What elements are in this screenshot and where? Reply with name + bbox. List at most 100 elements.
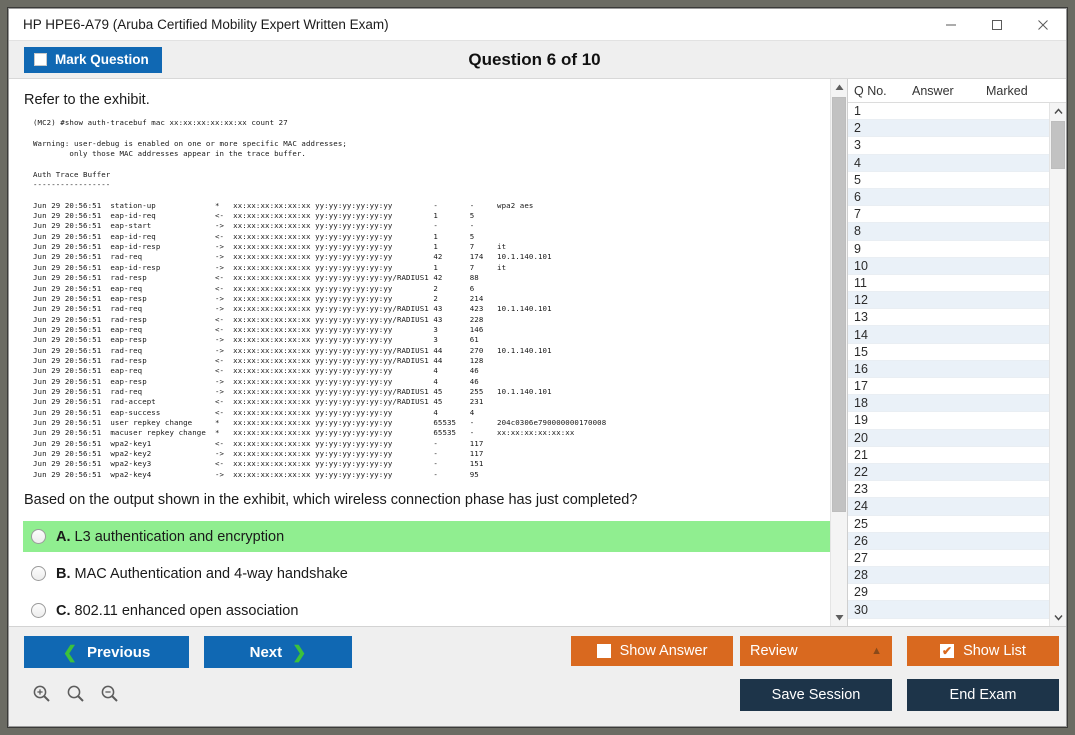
answer-option-c[interactable]: C. 802.11 enhanced open association (23, 595, 816, 626)
question-list-row[interactable]: 2 (848, 120, 1049, 138)
question-list-row[interactable]: 1 (848, 103, 1049, 121)
list-scroll-up-icon[interactable] (1050, 103, 1066, 120)
question-list-row[interactable]: 18 (848, 395, 1049, 413)
mark-question-checkbox-icon[interactable] (34, 53, 47, 66)
question-list-row[interactable]: 14 (848, 326, 1049, 344)
question-list-row-number: 3 (854, 138, 861, 153)
show-list-button[interactable]: ✔ Show List (907, 636, 1059, 666)
chevron-right-icon: ❯ (292, 642, 307, 662)
question-list-row[interactable]: 11 (848, 275, 1049, 293)
caret-up-icon[interactable]: ▲ (871, 645, 882, 657)
question-list-row[interactable]: 15 (848, 344, 1049, 361)
question-list-row[interactable]: 12 (848, 292, 1049, 310)
question-list-scrollbar[interactable] (1049, 103, 1066, 626)
end-exam-label: End Exam (949, 687, 1017, 703)
question-list-row[interactable]: 19 (848, 412, 1049, 430)
question-list-row-number: 11 (854, 275, 867, 290)
zoom-reset-icon[interactable] (63, 681, 87, 705)
answer-option-a[interactable]: A. L3 authentication and encryption (23, 521, 830, 553)
question-list-header: Q No. Answer Marked (848, 79, 1066, 103)
question-header-bar: Mark Question Question 6 of 10 (9, 41, 1066, 79)
question-list-row-number: 8 (854, 224, 861, 239)
question-list-row-number: 16 (854, 361, 868, 376)
question-pane: Refer to the exhibit. (MC2) #show auth-t… (9, 79, 848, 626)
question-list-row[interactable]: 25 (848, 516, 1049, 533)
question-list-row[interactable]: 29 (848, 584, 1049, 602)
close-icon[interactable] (1020, 9, 1066, 40)
review-dropdown-button[interactable]: Review ▲ (740, 636, 892, 666)
question-list-row-number: 2 (854, 121, 861, 136)
question-list-row[interactable]: 22 (848, 463, 1049, 482)
question-list-row[interactable]: 10 (848, 257, 1049, 275)
end-exam-button[interactable]: End Exam (907, 679, 1059, 711)
show-list-label: Show List (963, 643, 1026, 659)
next-button[interactable]: Next ❯ (204, 636, 352, 668)
radio-icon-b[interactable] (31, 566, 46, 582)
question-list-row-number: 7 (854, 207, 861, 222)
answer-option-a-letter: A. (56, 528, 71, 545)
question-list-row[interactable]: 4 (848, 154, 1049, 172)
question-list-row[interactable]: 9 (848, 241, 1049, 258)
question-list-row-number: 30 (854, 602, 868, 617)
radio-icon-a[interactable] (31, 529, 46, 545)
question-pane-scrollbar[interactable] (830, 79, 847, 626)
answer-option-a-text: L3 authentication and encryption (74, 528, 285, 545)
show-answer-button[interactable]: Show Answer (571, 636, 733, 666)
list-scroll-down-icon[interactable] (1050, 609, 1066, 626)
answer-option-c-letter: C. (56, 602, 71, 619)
question-list-row[interactable]: 28 (848, 567, 1049, 585)
question-pane-scroll-thumb[interactable] (832, 97, 846, 512)
minimize-icon[interactable] (928, 9, 974, 40)
question-list-row-number: 12 (854, 293, 868, 308)
question-list-row[interactable]: 24 (848, 498, 1049, 516)
previous-button-label: Previous (86, 643, 151, 661)
question-list-row-number: 14 (854, 327, 868, 342)
question-list-row[interactable]: 27 (848, 550, 1049, 568)
question-list-row[interactable]: 26 (848, 532, 1049, 550)
footer-toolbar: ❮ Previous Next ❯ Show Answer Review ▲ (9, 626, 1066, 726)
column-header-q-no: Q No. (854, 83, 887, 98)
question-list-row[interactable]: 7 (848, 206, 1049, 224)
question-list-row-number: 15 (854, 344, 868, 359)
zoom-in-icon[interactable] (29, 681, 53, 705)
answer-option-b[interactable]: B. MAC Authentication and 4-way handshak… (23, 558, 816, 589)
answer-option-b-label: B. MAC Authentication and 4-way handshak… (56, 566, 348, 582)
question-list-row-number: 23 (854, 482, 868, 497)
window-titlebar: HP HPE6-A79 (Aruba Certified Mobility Ex… (9, 9, 1066, 41)
question-list-row-number: 10 (854, 258, 868, 273)
question-list-row[interactable]: 16 (848, 360, 1049, 378)
question-list-row[interactable]: 6 (848, 188, 1049, 207)
mark-question-button[interactable]: Mark Question (24, 46, 162, 73)
question-list-row-number: 20 (854, 430, 868, 445)
maximize-icon[interactable] (974, 9, 1020, 40)
question-list-row[interactable]: 21 (848, 447, 1049, 464)
radio-icon-c[interactable] (31, 603, 46, 619)
exam-body: Refer to the exhibit. (MC2) #show auth-t… (9, 79, 1066, 626)
answer-option-c-label: C. 802.11 enhanced open association (56, 603, 298, 619)
question-list-panel: Q No. Answer Marked 1 2 3 4 5 6 7 8 9 10 11 12 13 14 1… (848, 79, 1066, 626)
question-list-scroll-thumb[interactable] (1051, 121, 1065, 169)
show-list-checkbox-icon[interactable]: ✔ (940, 644, 955, 658)
previous-button[interactable]: ❮ Previous (24, 636, 189, 668)
show-answer-checkbox-icon[interactable] (596, 644, 611, 658)
question-list-row[interactable]: 17 (848, 378, 1049, 396)
question-list-row-number: 19 (854, 413, 868, 428)
column-header-marked: Marked (986, 83, 1028, 98)
scroll-up-icon[interactable] (831, 79, 847, 96)
save-session-button[interactable]: Save Session (740, 679, 892, 711)
question-list-row[interactable]: 8 (848, 223, 1049, 241)
question-list-row[interactable]: 20 (848, 429, 1049, 447)
question-list-row[interactable]: 23 (848, 481, 1049, 499)
zoom-controls (29, 681, 121, 705)
next-button-label: Next (249, 643, 283, 661)
zoom-out-icon[interactable] (97, 681, 121, 705)
question-list-row[interactable]: 13 (848, 309, 1049, 327)
question-list-rows: 1 2 3 4 5 6 7 8 9 10 11 12 13 14 15 16 17 18 19 20 21 22 23 24 2… (848, 103, 1049, 626)
question-prompt: Based on the output shown in the exhibit… (24, 492, 638, 509)
question-list-row[interactable]: 3 (848, 137, 1049, 155)
question-list-row-number: 4 (854, 155, 861, 170)
question-list-row[interactable]: 5 (848, 172, 1049, 189)
question-list-row[interactable]: 30 (848, 601, 1049, 619)
save-session-label: Save Session (771, 687, 861, 703)
scroll-down-icon[interactable] (831, 609, 847, 626)
